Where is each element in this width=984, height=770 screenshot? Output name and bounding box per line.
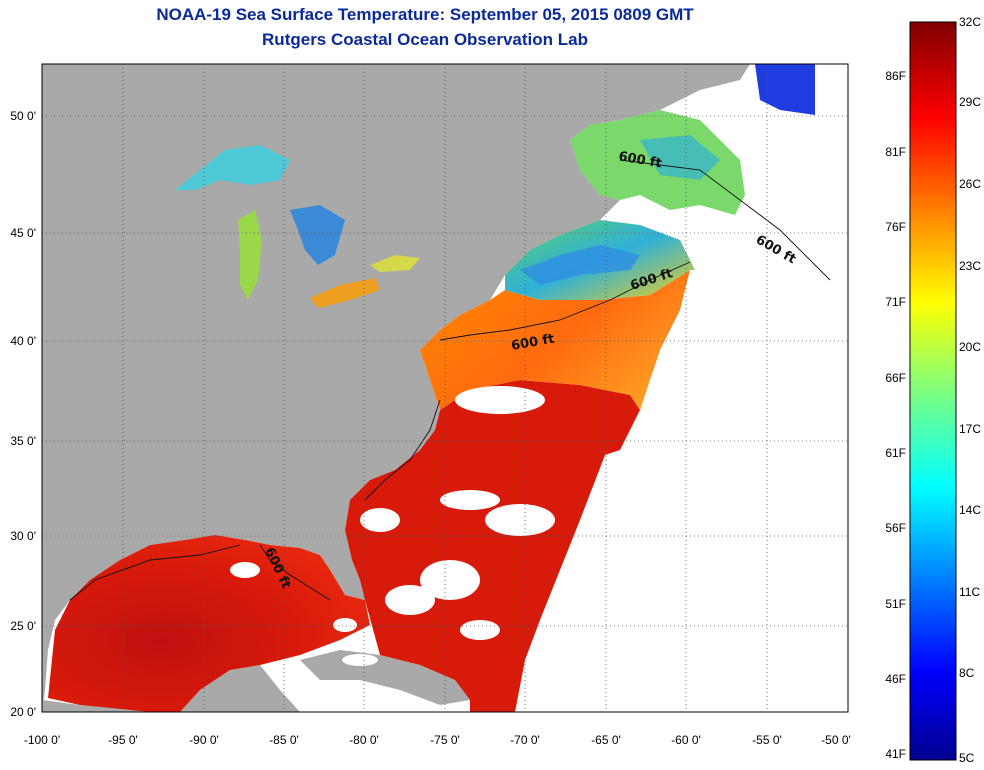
colorbar-c-label: 17C [959, 422, 981, 436]
colorbar-c-label: 14C [959, 503, 981, 517]
colorbar-c-label: 11C [959, 585, 980, 599]
lake-erie [310, 278, 380, 308]
lon-tick-label: -75 0' [430, 733, 460, 747]
colorbar-c-label: 26C [959, 177, 981, 191]
lat-tick-label: 50 0' [10, 109, 36, 123]
colorbar-c-label: 20C [959, 340, 981, 354]
colorbar-c-label: 8C [959, 666, 975, 680]
lon-tick-label: -70 0' [510, 733, 540, 747]
plot-frame [41, 63, 849, 713]
depth-contours [69, 159, 831, 601]
map-title: NOAA-19 Sea Surface Temperature: Septemb… [156, 5, 694, 24]
lon-tick-label: -65 0' [591, 733, 621, 747]
colorbar-f-label: 86F [885, 69, 906, 83]
lat-tick-label: 45 0' [10, 226, 36, 240]
colorbar-f-label: 66F [885, 371, 906, 385]
lon-tick-label: -100 0' [24, 733, 60, 747]
st-lawrence-cool [640, 135, 720, 180]
colorbar-c-label: 29C [959, 95, 981, 109]
map-subtitle: Rutgers Coastal Ocean Observation Lab [262, 30, 588, 49]
lake-ontario [370, 255, 420, 272]
colorbar-f-label: 61F [885, 446, 906, 460]
cuba [300, 650, 470, 705]
lon-tick-label: -60 0' [671, 733, 701, 747]
lat-tick-label: 25 0' [10, 619, 36, 633]
lake-superior [175, 145, 290, 190]
colorbar-f-label: 71F [885, 295, 906, 309]
colorbar-c-label: 23C [959, 259, 981, 273]
lat-tick-label: 35 0' [10, 434, 36, 448]
latitude-axis: 50 0' 45 0' 40 0' 35 0' 30 0' 25 0' 20 0… [10, 109, 36, 719]
colorbar [909, 21, 957, 761]
lon-tick-label: -50 0' [821, 733, 851, 747]
lon-tick-label: -95 0' [108, 733, 138, 747]
land-mass [42, 64, 750, 712]
lake-huron [290, 205, 345, 265]
lon-tick-label: -55 0' [752, 733, 782, 747]
lon-tick-label: -80 0' [349, 733, 379, 747]
colorbar-f-label: 41F [885, 747, 906, 761]
lat-tick-label: 20 0' [10, 705, 36, 719]
colorbar-f-label: 56F [885, 521, 906, 535]
gulf-sst [48, 535, 370, 712]
colorbar-f-label: 46F [885, 672, 906, 686]
colorbar-fahrenheit-labels: 86F 81F 76F 71F 66F 61F 56F 51F 46F 41F [885, 69, 906, 761]
colorbar-c-label: 5C [959, 751, 975, 765]
gulf-of-maine-cold [520, 245, 640, 285]
lat-tick-label: 30 0' [10, 529, 36, 543]
yucatan-peninsula [180, 665, 300, 712]
mid-atlantic-sst [420, 270, 690, 410]
colorbar-celsius-labels: 32C 29C 26C 23C 20C 17C 14C 11C 8C 5C [959, 15, 981, 765]
grid-lines [42, 64, 848, 712]
atlantic-warm-sst [345, 380, 640, 712]
colorbar-c-label: 32C [959, 15, 981, 29]
labrador-cold-sst [755, 64, 815, 115]
longitude-axis: -100 0' -95 0' -90 0' -85 0' -80 0' -75 … [24, 733, 851, 747]
lon-tick-label: -85 0' [269, 733, 299, 747]
lake-michigan [238, 210, 262, 300]
colorbar-f-label: 81F [885, 145, 906, 159]
contour-label: 600 ft [617, 149, 662, 171]
cloud-patches [230, 386, 555, 666]
lon-tick-label: -90 0' [189, 733, 219, 747]
colorbar-f-label: 76F [885, 220, 906, 234]
lat-tick-label: 40 0' [10, 334, 36, 348]
contour-label: 600 ft [510, 332, 555, 354]
yucatan-land [42, 700, 150, 712]
colorbar-f-label: 51F [885, 597, 906, 611]
